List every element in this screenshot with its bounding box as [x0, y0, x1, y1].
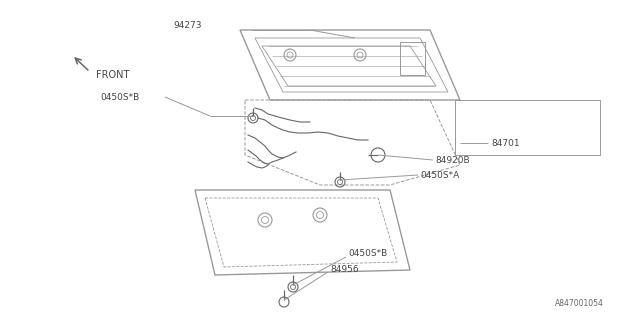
Text: 84920B: 84920B	[435, 156, 470, 164]
Text: 94273: 94273	[173, 20, 202, 29]
Text: 0450S*A: 0450S*A	[420, 171, 460, 180]
Text: A847001054: A847001054	[555, 299, 604, 308]
Text: 0450S*B: 0450S*B	[100, 92, 140, 101]
Text: FRONT: FRONT	[96, 70, 129, 80]
Text: 84956: 84956	[330, 266, 358, 275]
Text: 0450S*B: 0450S*B	[348, 250, 387, 259]
Text: 84701: 84701	[491, 139, 520, 148]
